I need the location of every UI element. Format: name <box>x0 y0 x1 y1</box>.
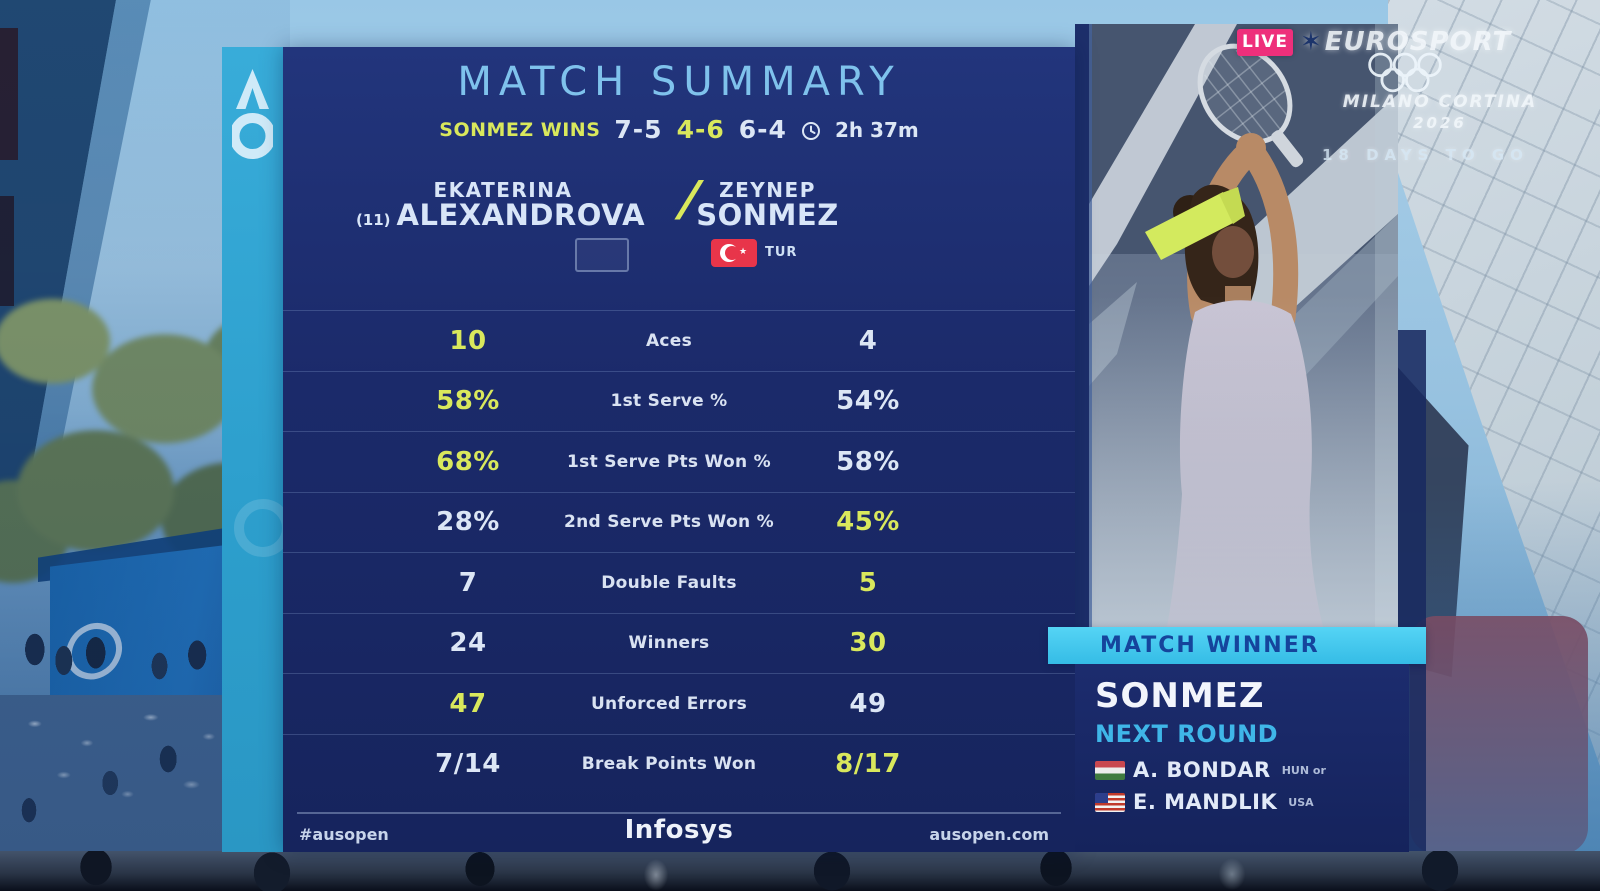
stat-left-value: 7/14 <box>435 749 501 780</box>
usa-flag-icon <box>1095 792 1125 812</box>
opponent-name: A. BONDAR <box>1133 758 1271 782</box>
crowd-silhouettes <box>0 851 1600 891</box>
stat-left-value: 24 <box>449 628 487 659</box>
website-text: ausopen.com <box>929 825 1049 844</box>
player-left-seed: (11) <box>355 211 391 229</box>
milano-cortina-year: 2026 <box>1413 114 1467 132</box>
set3-score: 6-4 <box>739 115 787 144</box>
stat-right-value: 45% <box>836 507 900 538</box>
stat-label: Double Faults <box>601 572 737 593</box>
stat-left-value: 58% <box>436 386 500 417</box>
stat-right-value: 30 <box>849 628 887 659</box>
hashtag-text: #ausopen <box>299 825 389 844</box>
stat-label: 1st Serve % <box>610 391 728 412</box>
stat-row-unforced-errors: 47 Unforced Errors 49 <box>283 673 1075 734</box>
eurosport-logo: ✶EUROSPORT <box>1300 27 1511 57</box>
player-left-lastname: (11) ALEXANDROVA <box>288 198 713 232</box>
stat-left-value: 28% <box>436 507 500 538</box>
stat-row-second-serve-pts-won: 28% 2nd Serve Pts Won % 45% <box>283 491 1075 553</box>
live-badge: LIVE <box>1237 29 1293 56</box>
footer-divider <box>297 812 1061 814</box>
panel-title: MATCH SUMMARY <box>457 59 901 105</box>
stat-row-winners: 24 Winners 30 <box>283 612 1075 674</box>
match-winner-banner: MATCH WINNER <box>1048 627 1426 664</box>
olympics-countdown: 18 DAYS TO GO <box>1322 146 1529 164</box>
stat-label: 1st Serve Pts Won % <box>567 451 771 472</box>
stat-left-value: 10 <box>449 325 487 356</box>
player-left-flag-placeholder <box>575 238 629 272</box>
screen-edge-artifact <box>0 28 18 160</box>
set2-score: 4-6 <box>676 115 725 144</box>
ao-side-strip <box>222 47 292 852</box>
winner-label: SONMEZ WINS <box>439 118 601 141</box>
hungary-flag-icon <box>1095 760 1125 780</box>
milano-cortina-logo: MILANO CORTINA 2026 <box>1300 92 1580 132</box>
player-photo-illustration <box>1075 24 1398 627</box>
stat-right-value: 49 <box>849 688 887 719</box>
stat-left-value: 68% <box>436 446 500 477</box>
stat-right-value: 58% <box>836 446 900 477</box>
crescent-cut <box>725 246 739 260</box>
stat-row-double-faults: 7 Double Faults 5 <box>283 552 1075 613</box>
screen-edge-artifact <box>0 196 14 306</box>
next-round-label: NEXT ROUND <box>1095 720 1279 748</box>
star-icon: ★ <box>739 247 748 257</box>
player-left-firstname: EKATERINA <box>433 178 573 202</box>
clock-icon <box>801 121 820 140</box>
next-opponent-1: A. BONDAR HUN or <box>1095 758 1326 782</box>
stat-row-first-serve-pts-won: 68% 1st Serve Pts Won % 58% <box>283 431 1075 492</box>
olympic-rings-icon <box>1368 52 1442 93</box>
stat-row-first-serve-pct: 58% 1st Serve % 54% <box>283 370 1075 432</box>
stat-right-value: 5 <box>858 567 878 598</box>
next-opponent-2: E. MANDLIK USA <box>1095 790 1314 814</box>
turkey-flag-icon: ★ <box>711 239 757 267</box>
opponent-country: HUN or <box>1281 763 1326 777</box>
winner-name: SONMEZ <box>1095 676 1265 716</box>
stat-row-break-points-won: 7/14 Break Points Won 8/17 <box>283 733 1075 795</box>
stat-label: Aces <box>645 330 693 351</box>
stat-label: Winners <box>628 633 710 654</box>
stat-left-value: 47 <box>449 688 487 719</box>
eurosport-star-icon: ✶ <box>1300 27 1323 57</box>
player-right-lastname: SONMEZ <box>655 198 880 232</box>
stat-right-value: 4 <box>858 325 878 356</box>
player-photo <box>1075 24 1398 627</box>
match-summary-panel: MATCH SUMMARY SONMEZ WINS 7-5 4-6 6-4 2h… <box>283 47 1075 852</box>
set3-games-b: -4 <box>757 115 787 144</box>
stat-right-value: 54% <box>836 386 900 417</box>
ao-logo-icon <box>232 69 273 159</box>
player-right-flag-label: TUR <box>765 245 798 260</box>
result-scoreline: SONMEZ WINS 7-5 4-6 6-4 2h 37m <box>283 115 1075 144</box>
stats-table: 10 Aces 4 58% 1st Serve % 54% 68% 1st Se… <box>283 310 1075 794</box>
stat-row-aces: 10 Aces 4 <box>283 310 1075 371</box>
venue-photo-right <box>1388 0 1600 891</box>
set3-games-a: 6 <box>738 115 758 144</box>
stat-right-value: 8/17 <box>835 749 901 780</box>
player-right-firstname: ZEYNEP <box>719 178 816 202</box>
opponent-name: E. MANDLIK <box>1133 790 1278 814</box>
infosys-logo: Infosys <box>624 815 734 845</box>
crowd-band <box>0 851 1600 891</box>
stat-label: Unforced Errors <box>590 693 748 714</box>
stat-label: Break Points Won <box>581 754 757 775</box>
milano-cortina-text: MILANO CORTINA <box>1342 92 1538 112</box>
next-round-panel: SONMEZ NEXT ROUND A. BONDAR HUN or E. MA… <box>1075 664 1409 852</box>
player-left-lastname-text: ALEXANDROVA <box>396 198 646 232</box>
player-right-lastname-text: SONMEZ <box>696 198 839 232</box>
stat-left-value: 7 <box>458 567 478 598</box>
set1-score: 7-5 <box>614 115 663 144</box>
match-winner-banner-text: MATCH WINNER <box>1100 633 1320 658</box>
match-duration: 2h 37m <box>834 117 919 142</box>
opponent-country: USA <box>1288 795 1314 809</box>
stat-label: 2nd Serve Pts Won % <box>564 512 774 533</box>
eurosport-wordmark: EUROSPORT <box>1324 27 1512 57</box>
